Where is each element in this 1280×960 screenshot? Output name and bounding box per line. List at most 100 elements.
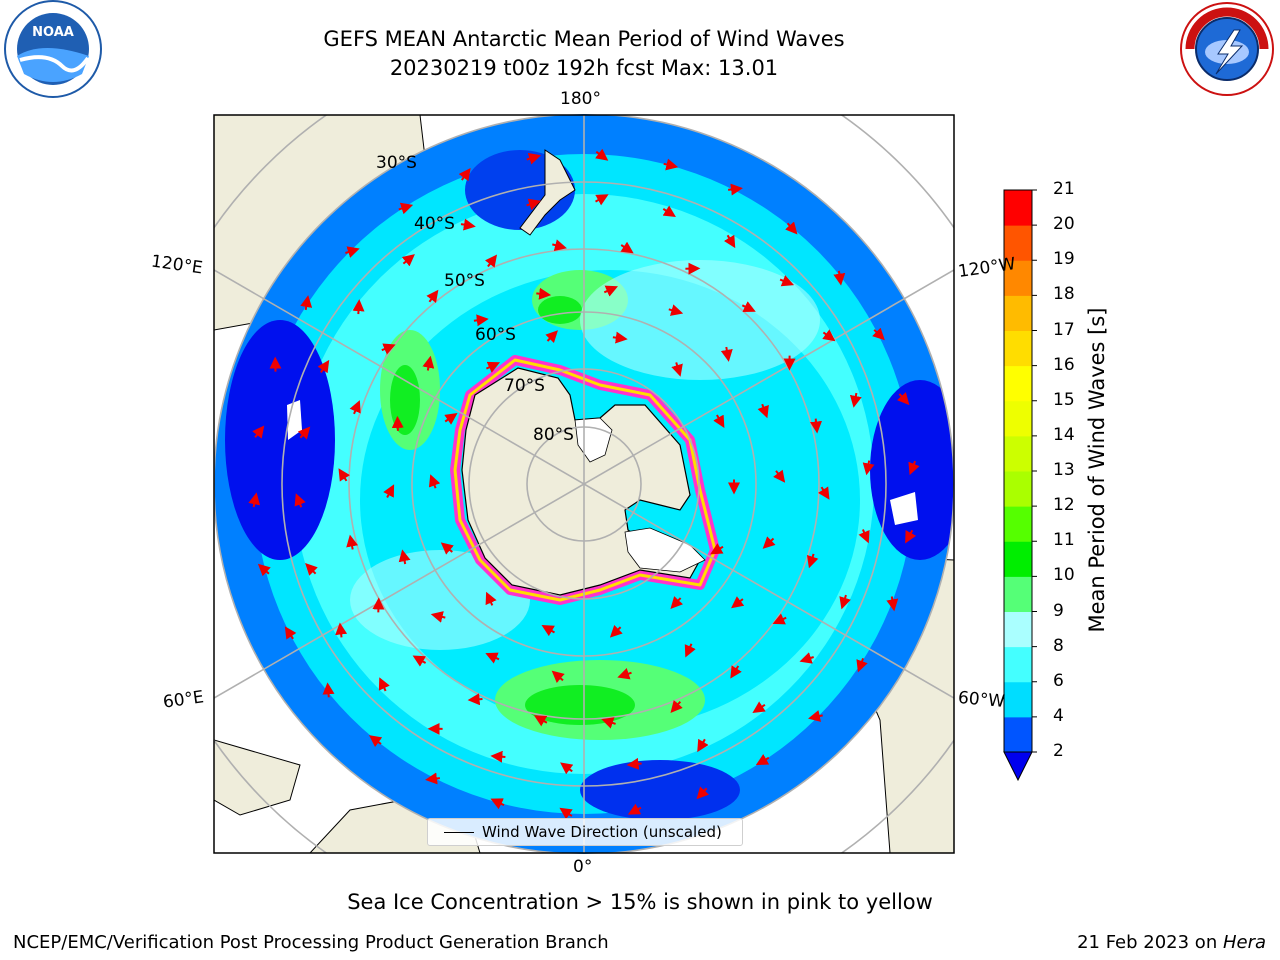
wind-wave-arrow (559, 807, 573, 820)
footer-branch: NCEP/EMC/Verification Post Processing Pr… (13, 932, 609, 953)
wind-wave-arrow (662, 205, 676, 218)
wind-wave-arrow (425, 772, 441, 785)
wind-wave-arrow (345, 246, 360, 258)
wind-wave-arrow (533, 715, 548, 727)
colorbar-tick-label: 9 (1053, 600, 1064, 621)
map-title: GEFS MEAN Antarctic Mean Period of Wind … (323, 27, 845, 51)
africa-landmass (214, 739, 301, 816)
wind-wave-arrow (723, 234, 736, 249)
map-legend: Wind Wave Direction (unscaled) (427, 818, 743, 846)
wind-wave-arrow (670, 700, 683, 714)
wind-wave-arrow (908, 460, 920, 476)
wind-wave-arrow (485, 591, 497, 606)
wind-wave-arrow (670, 596, 683, 610)
wind-wave-arrow (671, 362, 683, 377)
colorbar (1003, 189, 1037, 782)
wind-wave-arrow (730, 665, 742, 679)
wind-wave-arrow (560, 762, 574, 775)
wind-wave-arrow (297, 426, 311, 440)
wind-wave-arrow (684, 643, 696, 658)
colorbar-tick-label: 8 (1053, 635, 1064, 656)
noaa-logo-text: NOAA (32, 25, 74, 40)
colorbar-segment (1004, 646, 1032, 683)
wind-wave-arrow (317, 359, 330, 374)
wind-wave-arrow (773, 469, 786, 483)
wind-wave-arrow (490, 798, 505, 810)
colorbar-segment (1004, 400, 1032, 437)
colorbar-segment (1004, 611, 1032, 648)
map-frame (213, 114, 955, 854)
wind-wave-arrow (383, 484, 395, 498)
wind-wave-arrow (378, 677, 390, 692)
lat-label-40s: 40°S (414, 214, 455, 234)
wind-wave-arrow (458, 167, 471, 182)
wind-wave-arrow (338, 468, 350, 482)
wind-wave-arrow (426, 289, 439, 304)
wind-wave-arrow (536, 287, 552, 300)
wind-wave-arrow (595, 194, 609, 206)
wind-wave-arrow (799, 652, 815, 664)
wind-wave-arrow (381, 343, 396, 355)
colorbar-segment (1004, 576, 1032, 612)
sea-ice-caption: Sea Ice Concentration > 15% is shown in … (347, 890, 933, 914)
colorbar-tick-label: 13 (1053, 460, 1075, 480)
wind-wave-arrow (490, 750, 506, 763)
wind-wave-arrow (755, 754, 770, 766)
wind-wave-arrow (322, 682, 335, 698)
wind-wave-arrow (294, 493, 306, 508)
colorbar-tick-label: 10 (1053, 565, 1075, 586)
wind-wave-arrow (856, 657, 868, 673)
colorbar-tick-label: 19 (1053, 249, 1075, 270)
wind-wave-arrow (601, 717, 616, 729)
wind-wave-arrow (886, 596, 899, 612)
colorbar-segment (1004, 260, 1032, 296)
wind-wave-arrow (422, 355, 435, 371)
wind-wave-arrow (595, 148, 609, 161)
lat-label-50s: 50°S (444, 271, 485, 291)
colorbar-segment (1004, 681, 1032, 718)
colorbar-tick-label: 20 (1053, 214, 1075, 235)
wind-wave-arrow (485, 652, 500, 664)
wind-wave-arrow (849, 392, 862, 408)
wind-wave-arrow (526, 198, 541, 211)
wind-wave-arrow (545, 330, 558, 343)
colorbar-segment (1004, 295, 1032, 331)
wind-wave-arrow (839, 594, 851, 610)
wind-wave-arrow (346, 534, 359, 550)
wind-wave-arrow (252, 425, 265, 439)
wind-wave-arrow (352, 299, 365, 315)
wind-wave-arrow (526, 152, 542, 165)
wind-wave-arrow (257, 563, 271, 577)
wind-wave-arrow (663, 158, 679, 171)
colorbar-segment (1004, 435, 1032, 472)
wind-wave-arrow (305, 563, 318, 576)
wind-wave-arrow (300, 295, 313, 311)
colorbar-segment (1004, 330, 1032, 367)
map-subtitle: 20230219 t00z 192h fcst Max: 13.01 (389, 56, 779, 80)
wind-wave-arrow (626, 757, 642, 770)
colorbar-extend-arrow (1003, 751, 1033, 782)
colorbar-segment (1004, 716, 1032, 753)
footer-date-text: 21 Feb 2023 on (1077, 932, 1223, 953)
deep-blue-south (580, 760, 740, 820)
wind-wave-arrow (401, 254, 415, 267)
wind-wave-arrow (335, 622, 348, 638)
footer-machine: Hera (1222, 932, 1266, 953)
colorbar-tick-label: 12 (1053, 495, 1075, 516)
wind-wave-arrow (551, 670, 565, 683)
wind-wave-arrow (440, 542, 454, 555)
lon-label-0: 0° (573, 857, 593, 877)
wind-wave-arrow (896, 392, 910, 406)
wind-wave-arrow (485, 361, 501, 373)
wind-wave-arrow (710, 543, 724, 555)
wind-wave-arrow (757, 403, 769, 419)
colorbar-segment (1004, 225, 1032, 261)
wind-wave-arrow (412, 655, 427, 667)
colorbar-tick-label: 6 (1053, 670, 1064, 691)
wind-wave-arrow (779, 275, 795, 287)
wind-wave-arrow (484, 254, 498, 268)
wind-wave-arrow (668, 304, 684, 316)
wind-wave-arrow (772, 613, 787, 625)
lat-label-80s: 80°S (533, 425, 574, 445)
